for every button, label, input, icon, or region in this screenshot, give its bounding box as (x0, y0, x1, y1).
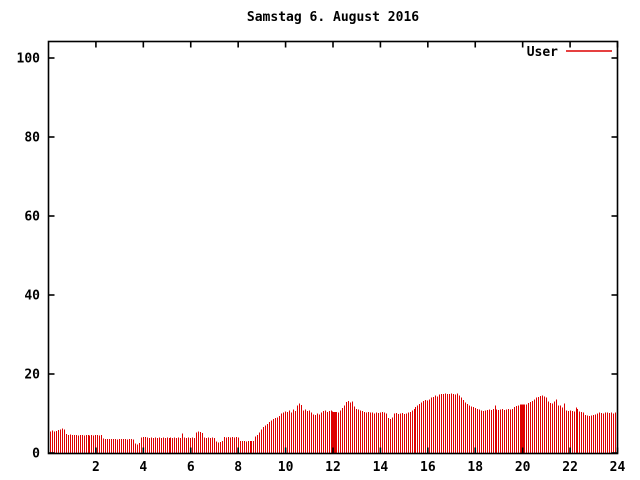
y-axis-tick-label: 40 (24, 289, 40, 304)
x-axis-tick-label: 18 (467, 460, 483, 475)
legend-label: User (527, 45, 558, 60)
y-axis-tick-label: 0 (32, 447, 40, 462)
y-axis-tick-label: 80 (24, 131, 40, 146)
axis-ticks-layer (48, 41, 619, 454)
x-axis-tick-label: 2 (92, 460, 100, 475)
x-axis-tick-label: 16 (420, 460, 436, 475)
x-axis-tick-label: 6 (187, 460, 195, 475)
x-axis-tick-label: 20 (515, 460, 531, 475)
impulse-dense-block (520, 404, 525, 453)
y-axis-tick-label: 60 (24, 210, 40, 225)
x-axis-tick-label: 24 (610, 460, 626, 475)
solid-blocks-layer (331, 404, 525, 453)
x-axis-tick-label: 4 (139, 460, 147, 475)
legend: User (527, 45, 612, 60)
x-axis-tick-label: 22 (562, 460, 578, 475)
x-axis-tick-label: 10 (278, 460, 294, 475)
y-axis-tick-label: 20 (24, 368, 40, 383)
y-axis-tick-label: 100 (17, 52, 41, 67)
x-axis-tick-label: 12 (325, 460, 341, 475)
impulse-dense-block (331, 411, 336, 453)
bars-layer (50, 393, 618, 453)
x-axis-tick-label: 8 (234, 460, 242, 475)
chart-title: Samstag 6. August 2016 (247, 10, 419, 25)
x-axis-tick-label: 14 (373, 460, 389, 475)
